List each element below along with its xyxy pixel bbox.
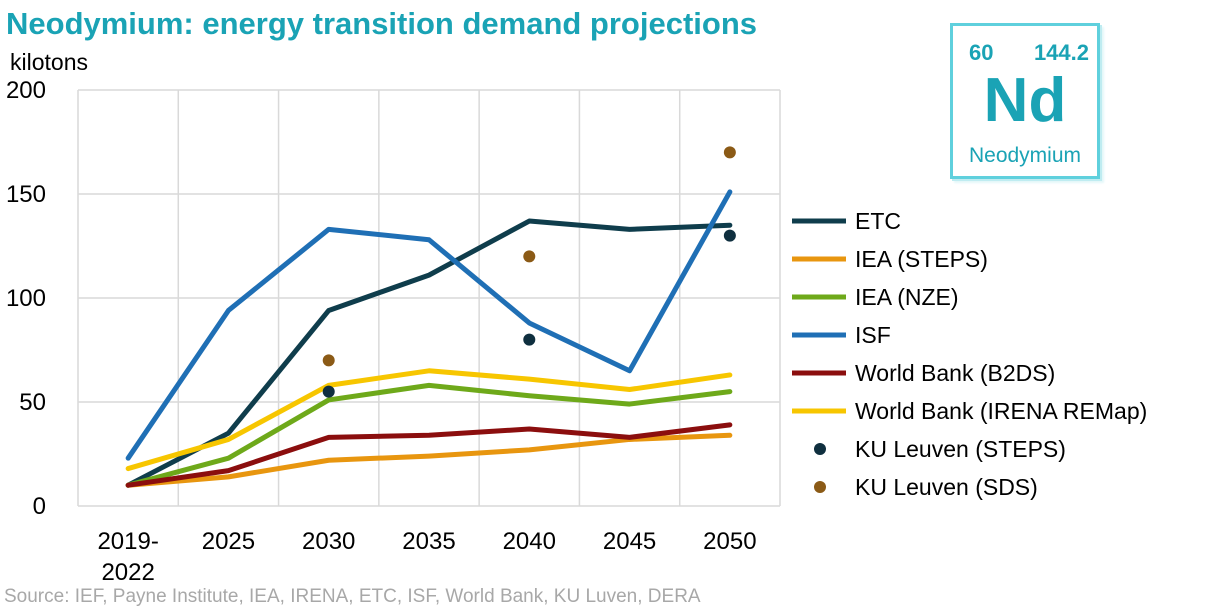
element-symbol: Nd — [983, 66, 1067, 135]
y-tick-label: 150 — [6, 181, 46, 208]
legend-label-iea-nze-: IEA (NZE) — [855, 284, 959, 310]
atomic-number: 60 — [969, 40, 994, 65]
legend-label-world-bank-b2ds-: World Bank (B2DS) — [855, 360, 1055, 386]
x-tick-label: 2035 — [402, 528, 455, 555]
data-point-ku-leuven-steps- — [723, 229, 736, 242]
legend-label-world-bank-irena-remap-: World Bank (IRENA REMap) — [855, 398, 1147, 424]
data-point-ku-leuven-steps- — [322, 385, 335, 398]
atomic-mass: 144.2 — [1033, 40, 1089, 65]
periodic-element-tile: 60 144.2 Nd Neodymium — [950, 23, 1100, 179]
legend-label-iea-steps-: IEA (STEPS) — [855, 246, 988, 272]
x-tick-label: 2025 — [202, 528, 255, 555]
source-note: Source: IEF, Payne Institute, IEA, IRENA… — [4, 586, 701, 607]
y-tick-label: 100 — [6, 285, 46, 312]
x-tick-label: 2050 — [703, 528, 756, 555]
y-tick-label: 200 — [6, 77, 46, 104]
data-point-ku-leuven-sds- — [723, 146, 736, 159]
y-tick-label: 0 — [33, 493, 46, 520]
series-line-world-bank-irena-remap- — [125, 368, 733, 472]
element-name: Neodymium — [968, 144, 1082, 167]
y-tick-label: 50 — [19, 389, 46, 416]
legend-label-ku-leuven-steps-: KU Leuven (STEPS) — [855, 436, 1066, 462]
legend-swatch-ku-leuven-sds- — [814, 481, 826, 493]
data-point-ku-leuven-sds- — [523, 250, 536, 263]
data-point-ku-leuven-sds- — [322, 354, 335, 367]
legend-label-etc: ETC — [855, 208, 901, 234]
series-line-iea-nze- — [125, 382, 733, 488]
series-line-etc — [125, 218, 733, 488]
x-tick-label: 2022 — [101, 559, 154, 586]
data-point-ku-leuven-steps- — [523, 333, 536, 346]
legend-swatch-ku-leuven-steps- — [814, 443, 826, 455]
series-line-world-bank-b2ds- — [125, 422, 733, 488]
series-line-isf — [125, 189, 733, 461]
legend-label-ku-leuven-sds-: KU Leuven (SDS) — [855, 474, 1038, 500]
x-tick-label: 2019- — [97, 528, 158, 555]
x-tick-label: 2040 — [503, 528, 556, 555]
legend-label-isf: ISF — [855, 322, 891, 348]
x-tick-label: 2045 — [603, 528, 656, 555]
chart-title: Neodymium: energy transition demand proj… — [6, 6, 758, 41]
y-axis-unit-label: kilotons — [10, 49, 88, 75]
x-tick-label: 2030 — [302, 528, 355, 555]
